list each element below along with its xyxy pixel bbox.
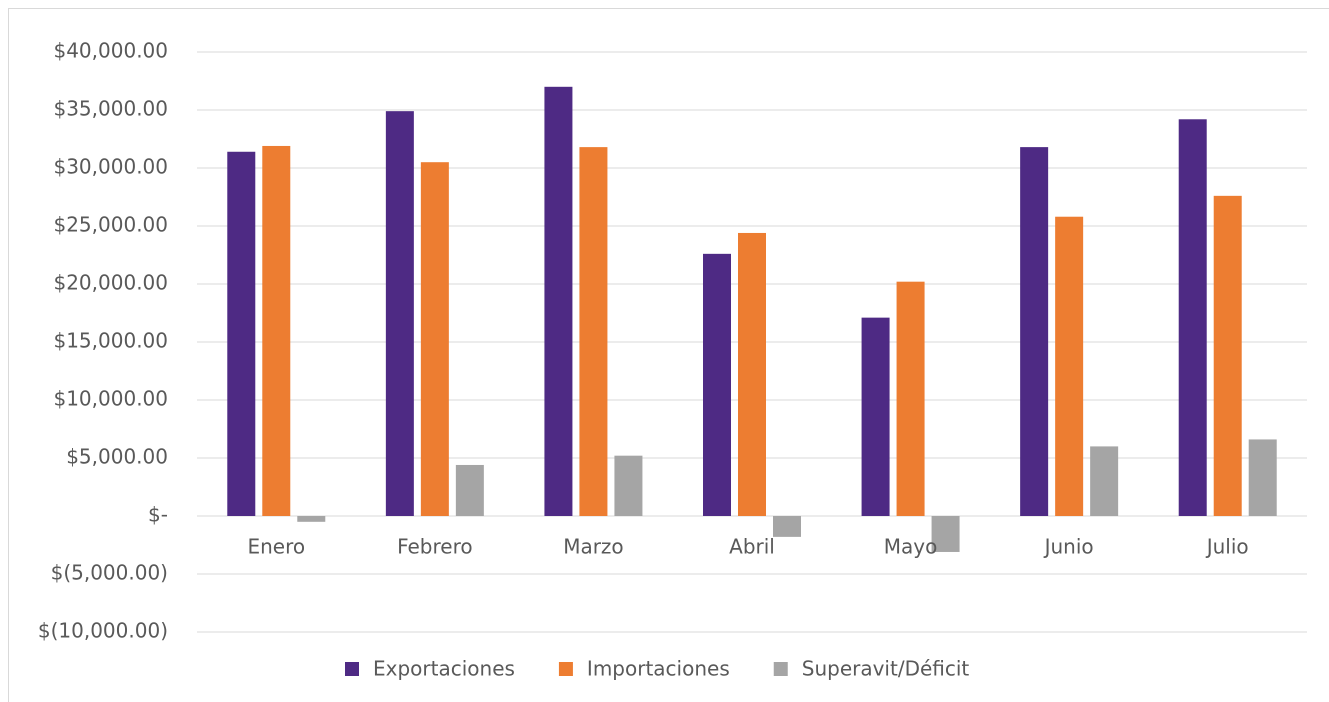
y-tick-label: $5,000.00 [66,445,168,469]
bar [896,281,925,516]
bar [861,317,890,516]
x-tick-label: Mayo [884,535,938,559]
x-tick-label: Abril [729,535,775,559]
x-tick-label: Febrero [397,535,473,559]
bar [1213,195,1242,516]
legend-swatch [558,662,573,676]
bar [1020,147,1049,516]
bar [385,111,414,516]
bar [614,455,643,516]
bar [773,516,801,537]
bar [544,86,573,517]
x-tick-label: Enero [247,535,305,559]
y-tick-label: $(5,000.00) [51,561,168,585]
y-tick-label: $10,000.00 [53,387,168,411]
y-tick-label: $35,000.00 [53,97,168,121]
y-tick-label: $25,000.00 [53,213,168,237]
y-tick-label: $(10,000.00) [38,619,168,643]
bar [455,464,484,516]
x-tick-label: Julio [1205,535,1249,559]
y-tick-label: $15,000.00 [53,329,168,353]
bar [1055,216,1084,516]
bar [1090,446,1119,516]
x-tick-label: Junio [1043,535,1094,559]
bar [262,145,291,516]
y-tick-label: $40,000.00 [53,39,168,63]
legend-swatch [773,662,788,676]
y-tick-label: $- [148,503,168,527]
legend-swatch [345,662,359,676]
legend-label: Importaciones [587,657,730,681]
bar [227,151,256,516]
legend-label: Exportaciones [373,657,515,681]
x-tick-label: Marzo [563,535,623,559]
bar [579,147,608,516]
bar [297,516,326,522]
y-tick-label: $30,000.00 [53,155,168,179]
y-tick-label: $20,000.00 [53,271,168,295]
bar [1178,119,1207,516]
bar [420,162,449,516]
bar [931,516,960,552]
legend-label: Superavit/Déficit [802,657,970,681]
bar [703,253,731,516]
chart-border [8,8,1329,702]
bar [738,232,766,516]
bar [1248,439,1277,516]
